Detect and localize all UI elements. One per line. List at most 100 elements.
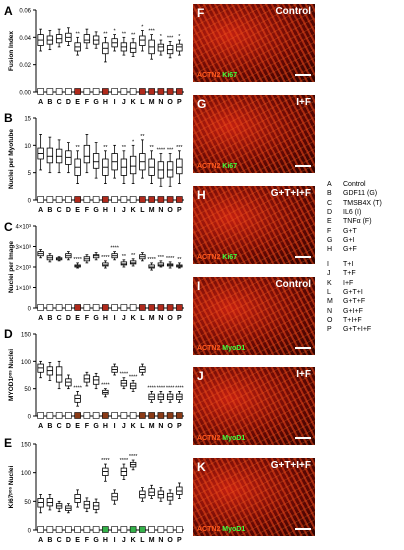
category-marker [65,526,72,533]
category-marker [129,412,137,419]
box-B [46,494,54,511]
x-tick-label: L [140,423,145,430]
box-A [37,494,44,514]
category-marker [111,526,118,533]
box-L [139,139,146,179]
significance-label: **** [157,385,166,391]
panel-letter-e: E [4,436,13,450]
box-body [129,260,137,265]
box-K [129,144,137,184]
category-marker [37,412,44,419]
significance-label: **** [129,454,138,460]
significance-label: **** [101,383,110,389]
stain-legend: ACTN2 Ki67 [197,254,238,261]
category-marker [83,88,91,95]
legend-key: M [327,298,333,306]
significance-label: ** [131,253,136,259]
box-body [139,35,146,46]
x-tick-label: D [66,315,71,322]
legend-key: K [327,279,332,287]
x-tick-label: G [93,423,99,430]
image-condition-label: Control [275,6,311,17]
x-tick-label: M [149,207,155,214]
x-tick-label: E [75,99,80,106]
box-body [83,34,91,44]
y-tick-label: 5 [28,171,32,177]
y-tick-label: 0 [28,199,32,205]
legend-value: T+F [343,270,356,278]
y-tick-label: 0.02 [19,63,31,69]
x-tick-label: O [167,315,173,322]
x-tick-label: H [103,99,108,106]
box-J [120,259,128,268]
category-marker [92,196,100,203]
category-marker [83,526,91,533]
image-condition-label: G+T+I+F [270,188,311,199]
x-tick-label: J [122,207,126,214]
x-tick-label: E [75,537,80,544]
box-body [148,264,155,269]
y-tick-label: 4×10³ [15,225,31,231]
category-marker [92,88,100,95]
box-D [65,27,72,46]
x-tick-label: G [93,315,99,322]
category-marker [74,196,81,203]
x-tick-label: F [85,537,90,544]
x-tick-label: P [177,423,182,430]
image-letter: K [197,460,206,474]
significance-label: **** [73,257,82,263]
category-marker [157,304,165,311]
x-tick-label: G [93,537,99,544]
x-tick-label: P [177,207,182,214]
x-tick-label: P [177,99,182,106]
legend-value: G+I+F [343,307,363,315]
box-N [157,487,165,502]
category-marker [46,526,54,533]
x-tick-label: H [103,423,108,430]
category-marker [111,88,118,95]
stain-legend: ACTN2 Ki67 [197,72,238,79]
box-E [74,36,81,56]
significance-label: * [178,34,181,40]
significance-label: **** [147,385,156,391]
legend-key: O [327,316,333,324]
y-tick-label: 3×10³ [15,245,31,251]
y-tick-label: 100 [21,360,32,366]
x-tick-label: H [103,207,108,214]
box-I [111,144,118,179]
legend-value: GDF11 (G) [343,190,378,198]
category-marker [157,88,165,95]
box-K [129,38,137,57]
box-E [74,150,81,184]
x-tick-label: M [149,423,155,430]
category-marker [148,196,155,203]
micrograph-i: I Control ACTN2 MyoD1 [193,277,315,355]
box-G [92,31,100,49]
x-tick-label: J [122,99,126,106]
category-marker [102,196,109,203]
significance-label: **** [73,385,82,391]
x-tick-label: D [66,207,71,214]
box-G [92,252,100,261]
stain-legend: ACTN2 Ki67 [197,163,238,170]
box-G [92,142,100,179]
x-tick-label: B [47,207,52,214]
category-marker [55,88,63,95]
significance-label: ** [122,145,127,151]
x-tick-label: E [75,207,80,214]
y-tick-label: 0 [28,415,32,421]
category-marker [92,304,100,311]
x-tick-label: N [158,207,163,214]
y-tick-label: 100 [21,471,32,477]
box-L [139,252,146,262]
category-marker [139,526,146,533]
box-E [74,489,81,508]
y-axis-label: Nuclei per Myotube [8,129,15,189]
category-marker [55,412,63,419]
image-letter: F [197,6,205,20]
image-letter: J [197,369,204,383]
category-marker [37,304,44,311]
y-tick-label: 2×10³ [15,266,31,272]
box-body [157,43,165,52]
box-body [102,262,109,267]
